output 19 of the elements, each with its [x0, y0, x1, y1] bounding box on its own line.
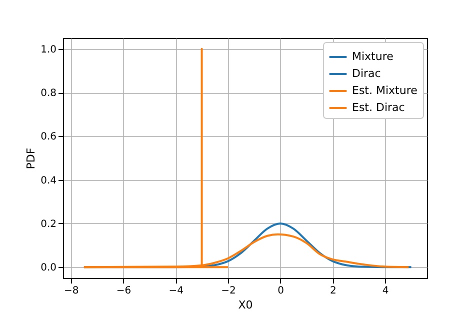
y-tick-label: 0.8 — [40, 88, 56, 100]
y-tick-label: 0.2 — [40, 218, 56, 230]
x-tick-label: −6 — [116, 286, 132, 296]
x-tick-label: −2 — [221, 286, 236, 296]
legend-label: Est. Dirac — [352, 101, 405, 114]
y-tick-label: 0.4 — [40, 175, 56, 186]
y-tick-label: 0.0 — [40, 262, 56, 274]
x-tick-label: 2 — [330, 286, 336, 296]
y-axis-title: PDF — [24, 148, 38, 170]
x-axis-title: X0 — [238, 298, 253, 312]
legend-label: Est. Mixture — [352, 84, 418, 97]
x-tick-label: −8 — [64, 286, 79, 296]
x-tick-label: 0 — [278, 286, 284, 296]
legend-label: Mixture — [352, 50, 394, 63]
x-tick-label: 4 — [382, 286, 389, 296]
y-tick-label: 1.0 — [40, 44, 56, 56]
legend-label: Dirac — [352, 67, 381, 80]
x-tick-label: −4 — [168, 286, 184, 296]
y-tick-label: 0.6 — [40, 132, 56, 143]
